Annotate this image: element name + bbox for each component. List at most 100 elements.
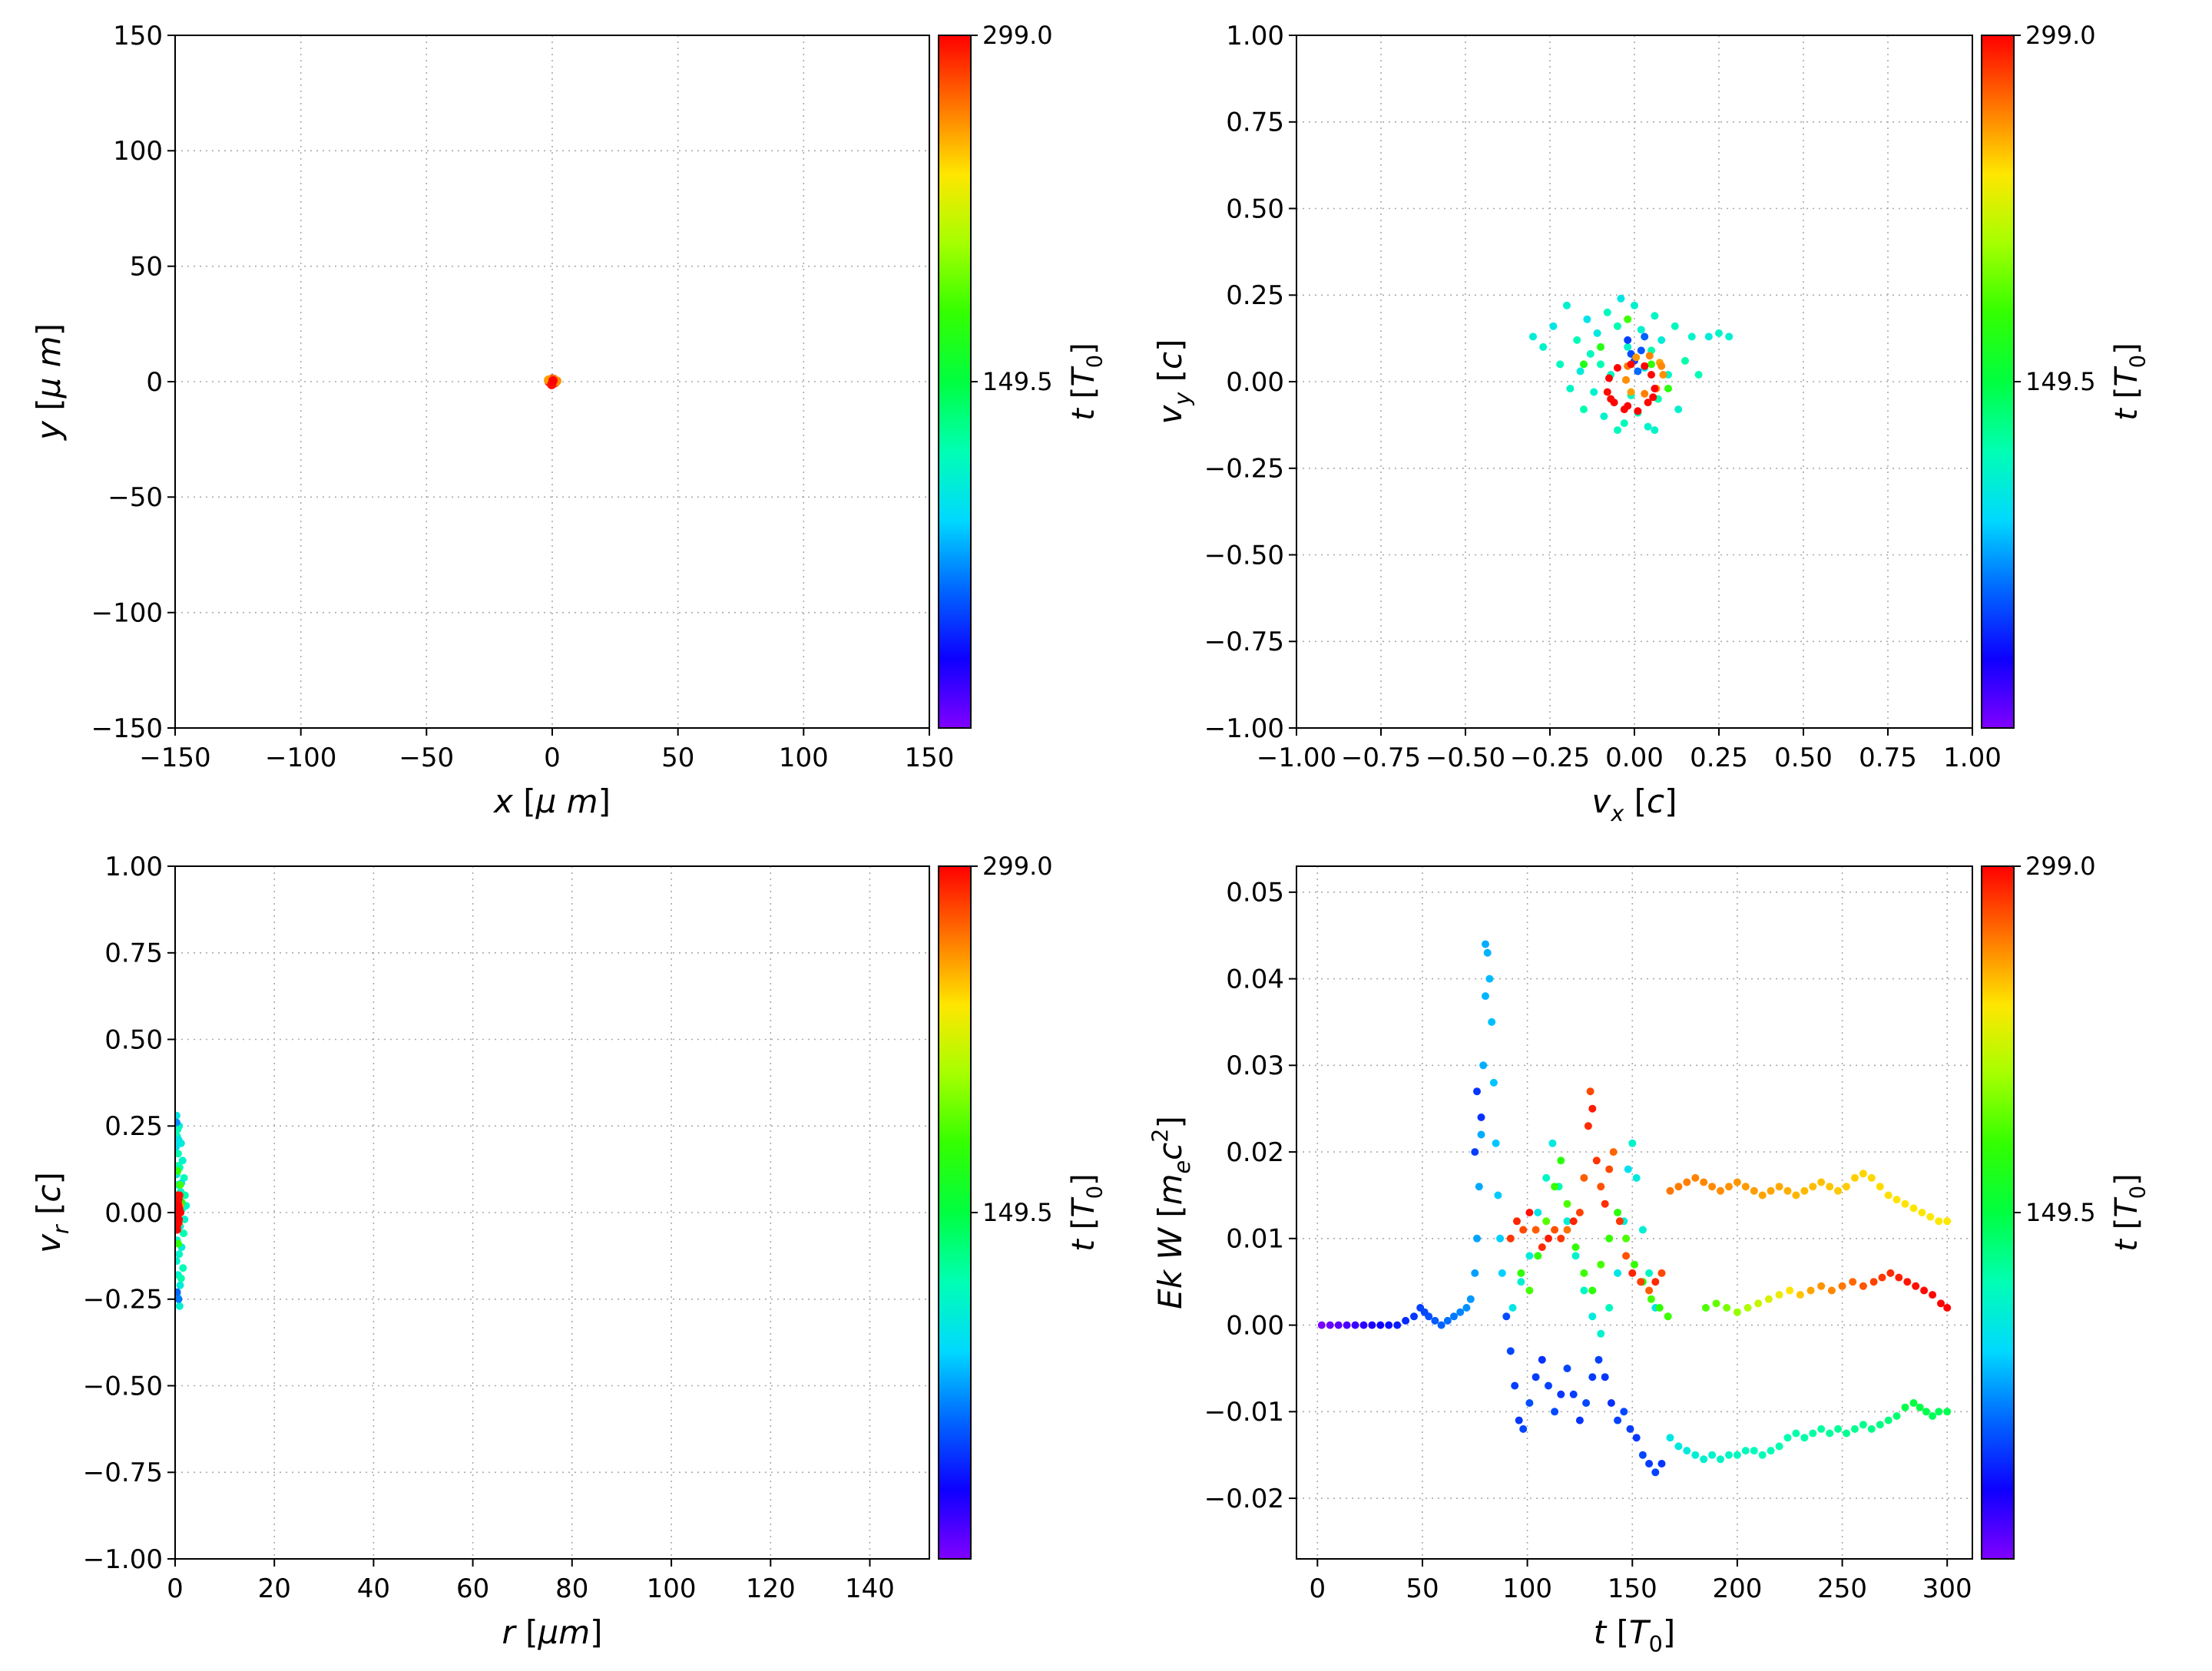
data-point — [1827, 1286, 1836, 1295]
x-tick-label: −150 — [139, 743, 210, 773]
x-tick-label: 120 — [746, 1573, 796, 1604]
data-point — [1532, 1373, 1540, 1381]
data-point — [1912, 1282, 1920, 1290]
data-point — [1712, 1299, 1720, 1308]
tick-marks — [1289, 35, 1973, 736]
data-point — [1876, 1421, 1884, 1429]
tick-labels: −1.00 −0.75 −0.50 −0.25 0.00 0.25 0.50 0.75 1.00… — [1204, 21, 2002, 773]
data-point — [1641, 389, 1649, 398]
data-point — [1767, 1447, 1775, 1455]
data-point — [1538, 1355, 1546, 1364]
data-point — [178, 1156, 187, 1165]
data-point — [1573, 336, 1581, 344]
x-tick-label: 0.25 — [1690, 743, 1748, 773]
data-point — [1764, 1295, 1773, 1303]
data-point — [1482, 940, 1489, 948]
data-point — [1593, 329, 1601, 337]
data-point — [1624, 336, 1632, 344]
data-point — [1647, 1295, 1655, 1303]
data-point — [1586, 1087, 1594, 1096]
y-tick-label: −0.25 — [1204, 454, 1284, 485]
data-point — [1892, 1412, 1901, 1420]
data-point — [1466, 1295, 1475, 1303]
data-point — [1588, 1286, 1597, 1295]
x-axis-label: x [μ m] — [492, 783, 611, 820]
data-point — [1723, 1304, 1731, 1312]
data-point — [1843, 1183, 1850, 1191]
panel-r-vr: 0 20 40 60 80 100 120 140 −1.00 −0.75 −0.50 −0.25 0.… — [30, 852, 1107, 1651]
data-point — [1614, 1209, 1622, 1216]
data-point — [1566, 385, 1575, 392]
data-point — [1620, 1408, 1628, 1416]
data-point — [180, 1191, 189, 1199]
data-point — [1626, 1424, 1634, 1433]
data-point — [1809, 1429, 1817, 1438]
data-point — [1664, 385, 1672, 392]
y-tick-label: −0.75 — [1204, 627, 1284, 657]
data-point — [175, 1250, 184, 1259]
data-point — [1800, 1434, 1809, 1442]
data-point — [1632, 1434, 1641, 1442]
data-point — [1708, 1451, 1717, 1459]
y-tick-label: −150 — [91, 713, 163, 744]
data-point — [1651, 312, 1659, 320]
x-tick-label: 40 — [357, 1573, 390, 1604]
data-point — [1651, 1278, 1660, 1286]
data-point — [1859, 1170, 1867, 1178]
x-tick-label: 50 — [1406, 1573, 1439, 1604]
colorbar-tick-label: 149.5 — [982, 367, 1053, 396]
data-point — [1817, 1424, 1826, 1433]
data-point — [1754, 1299, 1763, 1308]
data-point — [1437, 1321, 1445, 1329]
data-point — [1569, 1390, 1578, 1398]
y-tick-label: 0.50 — [104, 1024, 163, 1055]
x-tick-label: −0.75 — [1341, 743, 1421, 773]
data-point — [1624, 1165, 1632, 1173]
data-point — [175, 1295, 183, 1303]
data-point — [1725, 333, 1734, 341]
data-point — [1485, 974, 1494, 983]
data-point — [1647, 371, 1655, 379]
data-point — [1450, 1312, 1458, 1321]
data-point — [1631, 1260, 1638, 1269]
data-point — [175, 1288, 181, 1296]
data-point — [1733, 1308, 1741, 1316]
scatter-points — [175, 1111, 190, 1310]
data-point — [1334, 1321, 1343, 1329]
data-point — [179, 1264, 187, 1272]
data-point — [1843, 1429, 1850, 1438]
data-point — [1859, 1282, 1867, 1290]
data-point — [1519, 1226, 1528, 1234]
data-point — [1620, 419, 1628, 428]
data-point — [1584, 1122, 1592, 1130]
data-point — [1628, 1139, 1637, 1147]
colorbar-tick-label: 299.0 — [982, 852, 1053, 881]
y-tick-label: −100 — [91, 598, 163, 629]
data-point — [1601, 1199, 1609, 1208]
data-point — [1614, 1416, 1622, 1424]
x-tick-label: 300 — [1922, 1573, 1972, 1604]
data-point — [1647, 360, 1655, 369]
data-point — [1615, 1217, 1624, 1226]
y-tick-label: 0.75 — [104, 938, 163, 969]
data-point — [1601, 1373, 1609, 1381]
data-point — [1867, 1424, 1876, 1433]
data-point — [1597, 1183, 1605, 1191]
data-point — [175, 1118, 180, 1127]
data-point — [1492, 1139, 1500, 1147]
data-point — [1935, 1408, 1943, 1416]
data-point — [1456, 1308, 1465, 1316]
scatter-points — [1317, 940, 1952, 1477]
x-tick-label: 1.00 — [1943, 743, 2002, 773]
data-point — [1631, 301, 1638, 309]
data-point — [1563, 1365, 1571, 1372]
data-point — [175, 1143, 180, 1151]
data-point — [1741, 1447, 1750, 1455]
data-point — [1532, 1226, 1540, 1234]
data-point — [1317, 1321, 1326, 1329]
data-point — [175, 1302, 184, 1310]
data-point — [1475, 1183, 1483, 1191]
data-point — [175, 1257, 180, 1266]
data-point — [1929, 1412, 1937, 1420]
data-point — [1473, 1234, 1481, 1242]
